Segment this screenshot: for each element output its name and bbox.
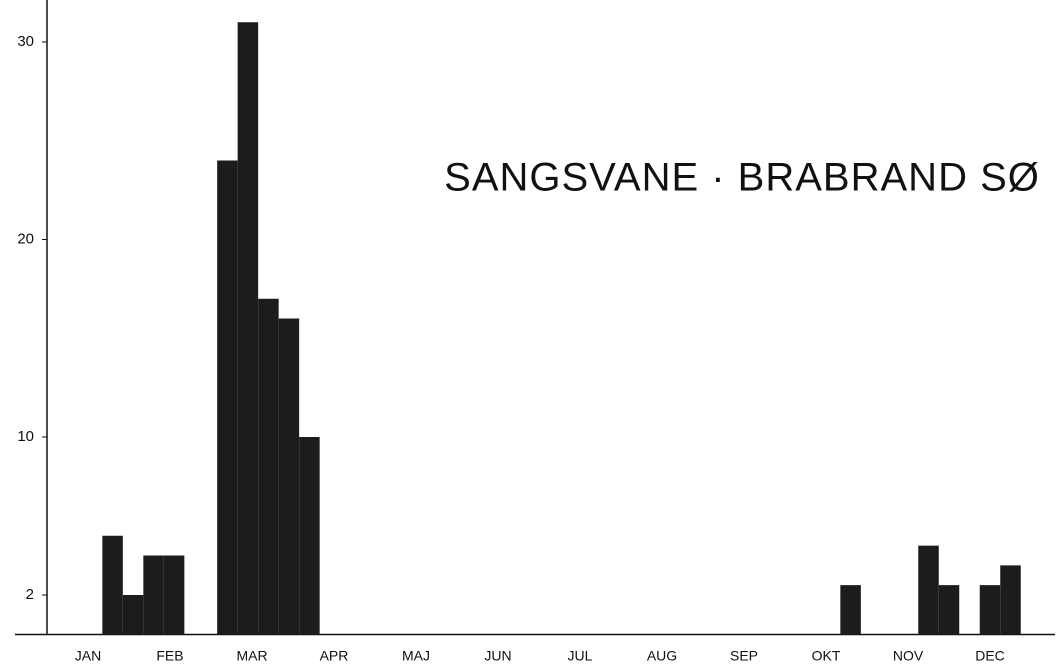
x-tick-label: AUG (647, 648, 677, 664)
x-tick-label: OKT (812, 648, 841, 664)
bar (979, 585, 1001, 635)
y-tick-label: 10 (17, 428, 34, 445)
y-tick-label: 2 (26, 586, 34, 603)
bar (278, 318, 300, 635)
bar (237, 22, 259, 635)
bar (840, 585, 861, 635)
x-tick-label: FEB (156, 648, 183, 664)
bar (163, 555, 185, 635)
chart-title: SANGSVANE · BRABRAND SØ (444, 156, 1040, 200)
bar (102, 535, 123, 635)
bar (938, 585, 960, 635)
bar (143, 555, 164, 635)
x-tick-label: DEC (975, 648, 1005, 664)
y-tick-label: 20 (17, 230, 34, 247)
bar (258, 298, 279, 635)
x-tick-label: NOV (893, 648, 924, 664)
y-tick-label: 30 (17, 33, 34, 50)
x-tick-label: JAN (75, 648, 101, 664)
x-tick-label: MAR (236, 648, 267, 664)
bar (217, 160, 238, 635)
bar (918, 545, 939, 635)
x-tick-label: JUL (568, 648, 593, 664)
x-tick-label: SEP (730, 648, 758, 664)
x-tick-label: JUN (484, 648, 511, 664)
x-tick-label: MAJ (402, 648, 430, 664)
bar (299, 437, 320, 635)
x-tick-label: APR (320, 648, 349, 664)
bar (122, 595, 144, 635)
bar (1000, 565, 1021, 635)
